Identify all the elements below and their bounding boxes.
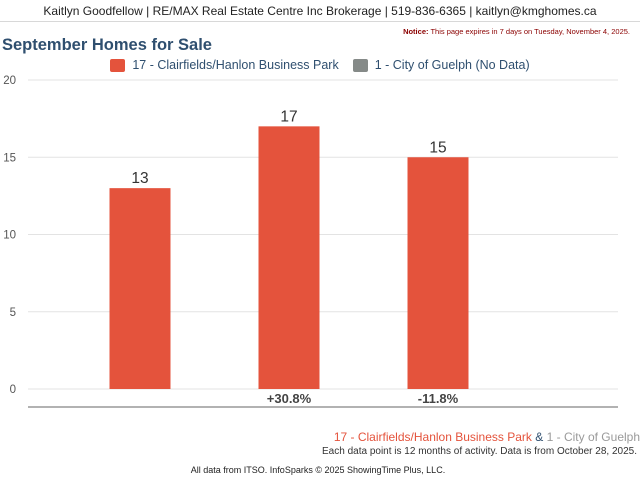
- legend-swatch-guelph: [352, 58, 368, 72]
- footer-amp: &: [535, 430, 544, 444]
- bar-value-label: 15: [429, 139, 446, 156]
- legend-item-guelph[interactable]: 1 - City of Guelph (No Data): [352, 58, 530, 72]
- chart-title: September Homes for Sale: [2, 36, 212, 54]
- data-credit: All data from ITSO. InfoSparks © 2025 Sh…: [0, 465, 640, 475]
- chart-legend: 17 - Clairfields/Hanlon Business Park 1 …: [0, 56, 640, 74]
- notice-text: This page expires in 7 days on Tuesday, …: [430, 27, 630, 36]
- contact-text: Kaitlyn Goodfellow | RE/MAX Real Estate …: [43, 3, 597, 18]
- bar-value-label: 13: [131, 170, 148, 187]
- expiry-notice: Notice: This page expires in 7 days on T…: [403, 27, 630, 36]
- y-tick-label: 15: [3, 152, 16, 164]
- bar-chart: 0510152013202317+30.8%202415-11.8%2025: [3, 75, 618, 408]
- footer-series2: 1 - City of Guelph: [546, 430, 640, 444]
- data-note: Each data point is 12 months of activity…: [322, 446, 637, 457]
- footer-series1: 17 - Clairfields/Hanlon Business Park: [333, 430, 532, 444]
- bar: [258, 126, 320, 389]
- legend-label-clairfields: 17 - Clairfields/Hanlon Business Park: [132, 58, 339, 72]
- y-tick-label: 10: [3, 230, 16, 242]
- legend-item-clairfields[interactable]: 17 - Clairfields/Hanlon Business Park: [110, 58, 339, 72]
- notice-label: Notice:: [403, 27, 429, 36]
- legend-label-guelph: 1 - City of Guelph (No Data): [374, 58, 530, 72]
- bar: [407, 157, 469, 389]
- change-label: -11.8%: [418, 391, 459, 406]
- legend-swatch-clairfields: [110, 58, 126, 72]
- y-tick-label: 20: [3, 75, 16, 87]
- contact-header: Kaitlyn Goodfellow | RE/MAX Real Estate …: [0, 0, 640, 22]
- y-tick-label: 0: [10, 384, 16, 396]
- bar: [109, 188, 171, 389]
- bar-value-label: 17: [280, 108, 297, 125]
- change-label: +30.8%: [267, 391, 312, 406]
- footer-series-caption: 17 - Clairfields/Hanlon Business Park & …: [334, 430, 640, 444]
- y-tick-label: 5: [10, 307, 16, 319]
- credit-text: All data from ITSO. InfoSparks © 2025 Sh…: [190, 465, 446, 475]
